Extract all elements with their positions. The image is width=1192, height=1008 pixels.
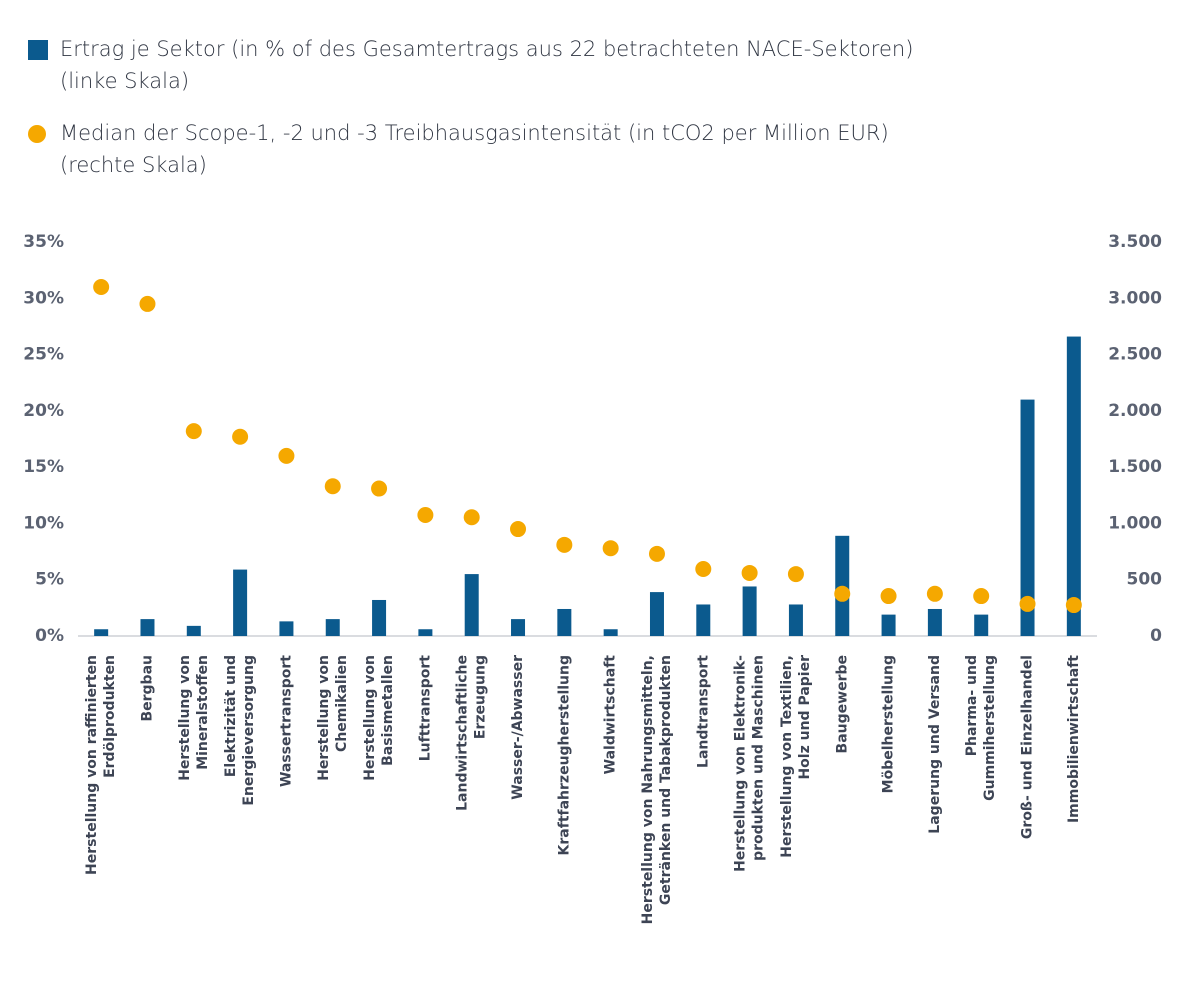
dot	[510, 521, 527, 538]
x-tick-label: Herstellung von Mineralstoffen	[177, 655, 211, 781]
bar	[696, 604, 711, 636]
y-tick-label: 0%	[35, 626, 64, 646]
dot	[232, 428, 249, 445]
dot	[371, 480, 388, 497]
y-tick-label: 15%	[23, 457, 64, 477]
x-tick-label: Landwirtschaftliche Erzeugung	[455, 655, 489, 811]
x-tick-label: Lagerung und Versand	[927, 655, 943, 834]
x-tick-label: Herstellung von Elektronik-produkten und…	[733, 655, 767, 872]
x-tick-label: Immobilienwirtschaft	[1066, 655, 1082, 823]
bar	[94, 629, 109, 636]
x-tick-label: Herstellung von Chemikalien	[316, 655, 350, 781]
x-tick-label: Waldwirtschaft	[603, 655, 619, 775]
bar	[464, 574, 479, 636]
dot	[880, 588, 897, 605]
y-tick-label: 10%	[23, 513, 64, 533]
y2-tick-label: 0	[1150, 626, 1162, 646]
bar	[418, 629, 433, 636]
bar	[788, 604, 803, 636]
x-tick-label: Herstellung von Textilien, Holz und Papie…	[779, 655, 813, 858]
y-tick-label: 35%	[23, 232, 64, 252]
x-tick-label: Wassertransport	[278, 655, 294, 787]
dot	[695, 561, 712, 578]
y-tick-label: 5%	[35, 570, 64, 590]
bar	[279, 621, 294, 636]
x-tick-label: Herstellung von Nahrungsmitteln, Getränke…	[640, 655, 674, 924]
dot	[185, 423, 202, 440]
bar	[742, 586, 757, 636]
y2-tick-label: 2.500	[1108, 345, 1162, 365]
y-tick-label: 20%	[23, 401, 64, 421]
y2-tick-label: 2.000	[1108, 401, 1162, 421]
dot	[93, 279, 110, 296]
x-tick-label: Wasser-/Abwasser	[510, 655, 526, 800]
bar	[557, 608, 572, 636]
dot	[324, 478, 341, 495]
dot	[463, 509, 480, 526]
x-tick-label: Pharma- und Gummiherstellung	[964, 655, 998, 801]
x-tick-label: Kraftfahrzeugherstellung	[556, 655, 572, 855]
bar	[927, 608, 942, 636]
y-tick-label: 25%	[23, 345, 64, 365]
dot	[648, 545, 665, 562]
y2-tick-label: 3.500	[1108, 232, 1162, 252]
x-tick-label: Bergbau	[139, 655, 155, 722]
y2-tick-label: 3.000	[1108, 288, 1162, 308]
x-tick-label: Herstellung von Basismetallen	[362, 655, 396, 781]
x-tick-label: Landtransport	[695, 655, 711, 768]
bar	[1020, 399, 1035, 636]
y2-tick-label: 1.000	[1108, 513, 1162, 533]
x-tick-label: Elektrizität und Energieversorgung	[223, 655, 257, 806]
dot	[139, 295, 156, 312]
dot	[834, 585, 851, 602]
bar	[881, 614, 896, 636]
x-tick-label: Lufttransport	[417, 655, 433, 762]
dot	[973, 588, 990, 605]
x-tick-label: Groß- und Einzelhandel	[1020, 655, 1036, 839]
dot	[417, 506, 434, 523]
dot	[556, 536, 573, 553]
bar	[603, 629, 618, 636]
bar	[233, 569, 248, 636]
bar	[511, 619, 526, 636]
dot	[1065, 597, 1082, 614]
bar	[186, 625, 201, 636]
dot	[926, 585, 943, 602]
dot	[278, 447, 295, 464]
y-tick-label: 30%	[23, 288, 64, 308]
legend-swatch	[28, 40, 48, 60]
dot	[787, 566, 804, 583]
x-tick-label: Herstellung von raffinierten Erdölprodukt…	[84, 655, 118, 875]
dot	[602, 540, 619, 557]
legend-label: Median der Scope-1, -2 und -3 Treibhausg…	[60, 121, 889, 177]
bar	[372, 599, 387, 636]
legend-label: Ertrag je Sektor (in % of des Gesamtertr…	[60, 37, 913, 93]
bar	[1066, 336, 1081, 636]
y2-tick-label: 500	[1127, 570, 1163, 590]
bar	[325, 619, 340, 636]
dot	[741, 564, 758, 581]
bar	[974, 614, 989, 636]
dot	[1019, 595, 1036, 612]
bar	[649, 592, 664, 636]
bar	[140, 619, 155, 636]
x-tick-label: Möbelherstellung	[881, 655, 897, 793]
x-tick-label: Baugewerbe	[834, 655, 850, 753]
legend-swatch	[28, 125, 46, 143]
y2-tick-label: 1.500	[1108, 457, 1162, 477]
